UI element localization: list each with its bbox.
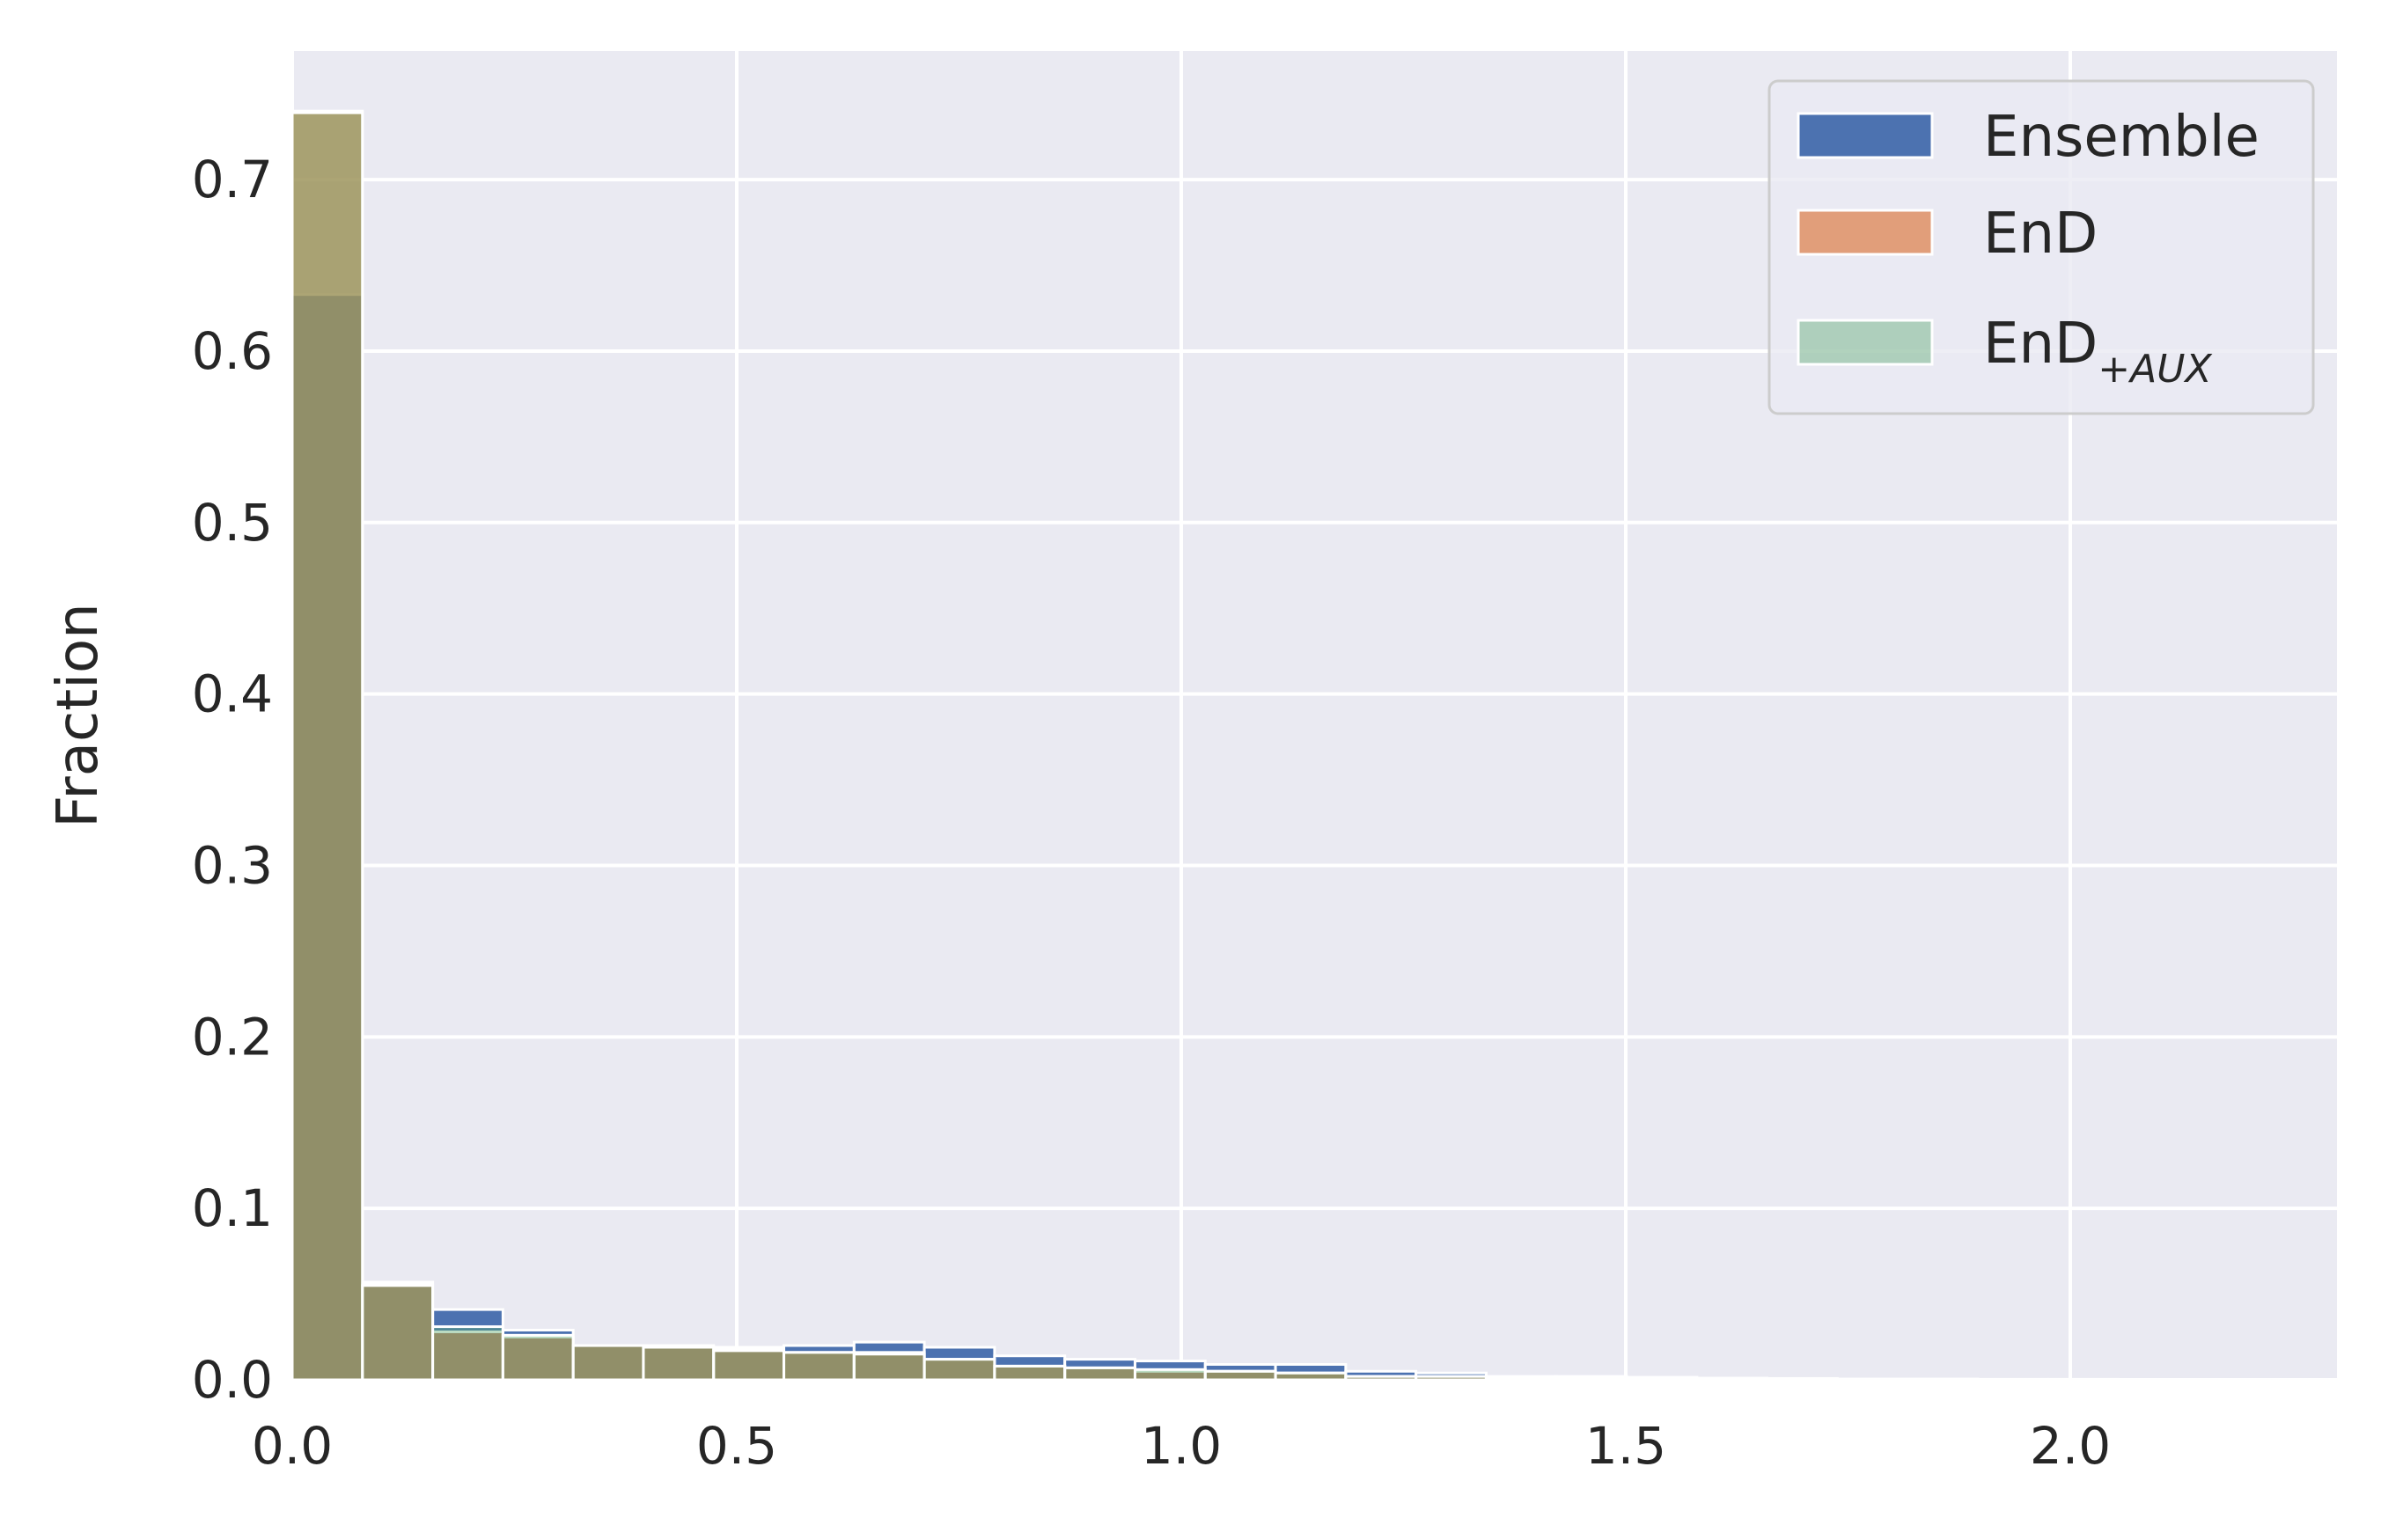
histogram-bar	[361, 1284, 435, 1382]
legend-label-subscript: +AUX	[2098, 347, 2212, 392]
y-tick-label: 0.5	[192, 493, 273, 553]
histogram-bar	[1695, 1377, 1769, 1382]
histogram-bar	[1766, 1377, 1839, 1382]
legend-swatch	[1797, 112, 1934, 159]
histogram-bar	[1835, 1377, 1909, 1382]
x-tick-label: 0.0	[252, 1416, 333, 1476]
histogram-bar	[1274, 1371, 1348, 1382]
histogram-bar	[783, 1351, 856, 1382]
histogram-bar	[1625, 1376, 1699, 1382]
histogram-bar	[290, 111, 364, 1382]
y-tick-label: 0.7	[192, 150, 273, 209]
histogram-bar	[501, 1333, 575, 1382]
y-tick-label: 0.1	[192, 1178, 273, 1238]
y-axis-ticks: 0.0 0.1 0.2 0.3 0.4 0.5 0.6 0.7	[192, 150, 273, 1410]
histogram-bar	[1484, 1376, 1558, 1382]
legend-label: EnD	[1983, 202, 2098, 267]
legend-box	[1767, 79, 2315, 415]
x-tick-label: 0.5	[696, 1416, 777, 1476]
histogram-bar	[922, 1358, 996, 1382]
y-tick-label: 0.4	[192, 664, 273, 724]
x-tick-label: 1.0	[1141, 1416, 1222, 1476]
histogram-bar	[993, 1364, 1067, 1382]
histogram-bars	[290, 109, 2331, 1382]
histogram-bar	[1344, 1375, 1418, 1382]
x-tick-label: 2.0	[2030, 1416, 2111, 1476]
histogram-bar	[712, 1349, 786, 1382]
legend-swatch	[1797, 209, 1934, 256]
histogram-bar	[571, 1344, 645, 1382]
histogram-bar	[1554, 1376, 1628, 1382]
y-tick-label: 0.3	[192, 835, 273, 895]
histogram-bar	[361, 1282, 435, 1382]
histogram-bar	[1415, 1375, 1488, 1382]
legend-label: Ensemble	[1983, 105, 2260, 170]
histogram-bar	[1203, 1369, 1277, 1382]
series-3-bars	[290, 111, 2331, 1382]
legend-swatch	[1797, 319, 1934, 366]
y-tick-label: 0.2	[192, 1007, 273, 1067]
y-tick-label: 0.0	[192, 1350, 273, 1410]
y-tick-label: 0.6	[192, 321, 273, 381]
histogram-bar	[1133, 1368, 1207, 1382]
grid-lines	[290, 51, 2337, 1382]
x-axis-ticks: 0.0 0.5 1.0 1.5 2.0	[252, 1416, 2111, 1476]
y-axis-label: Fraction	[46, 603, 111, 827]
x-tick-label: 1.5	[1585, 1416, 1666, 1476]
histogram-bar	[431, 1325, 504, 1382]
histogram-bar	[852, 1353, 926, 1382]
histogram-bar	[642, 1346, 716, 1382]
histogram-bar	[1063, 1366, 1136, 1382]
